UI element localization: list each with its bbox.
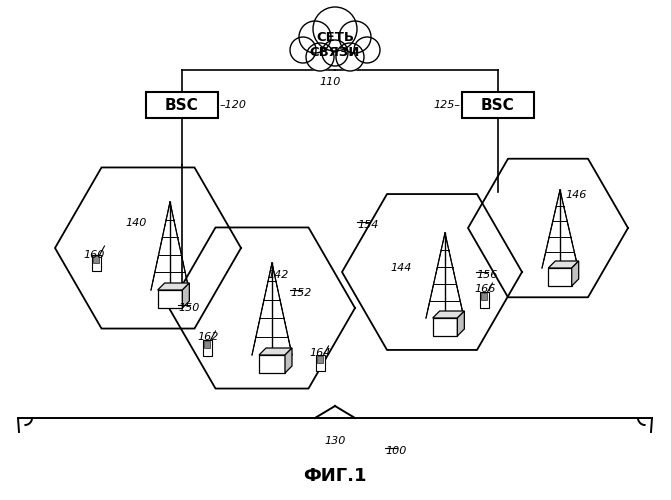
Polygon shape	[317, 356, 323, 363]
Text: 125–: 125–	[433, 100, 460, 110]
Text: 154: 154	[357, 220, 378, 230]
Polygon shape	[548, 268, 572, 286]
Circle shape	[322, 40, 348, 66]
Text: 160: 160	[83, 250, 105, 260]
Text: 156: 156	[476, 270, 497, 280]
Polygon shape	[183, 283, 189, 308]
Polygon shape	[480, 292, 488, 308]
Text: 110: 110	[319, 77, 341, 87]
Circle shape	[336, 43, 364, 71]
FancyBboxPatch shape	[146, 92, 218, 118]
Polygon shape	[285, 348, 292, 373]
Text: 166: 166	[474, 284, 495, 294]
Text: 152: 152	[290, 288, 311, 298]
Circle shape	[354, 37, 380, 63]
Text: 100: 100	[385, 446, 407, 456]
Polygon shape	[259, 355, 285, 373]
Circle shape	[313, 7, 357, 51]
Text: 162: 162	[197, 332, 218, 342]
Text: –120: –120	[220, 100, 247, 110]
Text: ФИГ.1: ФИГ.1	[303, 467, 367, 485]
Polygon shape	[433, 311, 464, 318]
Polygon shape	[572, 261, 578, 286]
Polygon shape	[481, 293, 487, 300]
Text: СЕТЬ
СВЯЗИ: СЕТЬ СВЯЗИ	[310, 31, 360, 59]
Polygon shape	[259, 348, 292, 355]
Text: 142: 142	[267, 270, 289, 280]
Text: 130: 130	[324, 436, 346, 446]
Polygon shape	[433, 318, 458, 336]
Polygon shape	[458, 311, 464, 336]
FancyBboxPatch shape	[462, 92, 534, 118]
Text: 146: 146	[565, 190, 586, 200]
Polygon shape	[548, 261, 578, 268]
Polygon shape	[91, 255, 101, 271]
Text: 144: 144	[390, 263, 411, 273]
Polygon shape	[315, 355, 325, 371]
Polygon shape	[158, 290, 183, 308]
Text: 164: 164	[309, 348, 330, 358]
Text: BSC: BSC	[165, 98, 199, 112]
Text: 140: 140	[125, 218, 146, 228]
Circle shape	[306, 43, 334, 71]
Polygon shape	[204, 341, 210, 348]
Circle shape	[339, 21, 371, 53]
Circle shape	[299, 21, 331, 53]
Polygon shape	[158, 283, 189, 290]
Polygon shape	[203, 340, 211, 356]
Polygon shape	[93, 256, 99, 263]
Text: 150: 150	[178, 303, 199, 313]
Text: BSC: BSC	[481, 98, 515, 112]
Circle shape	[290, 37, 316, 63]
